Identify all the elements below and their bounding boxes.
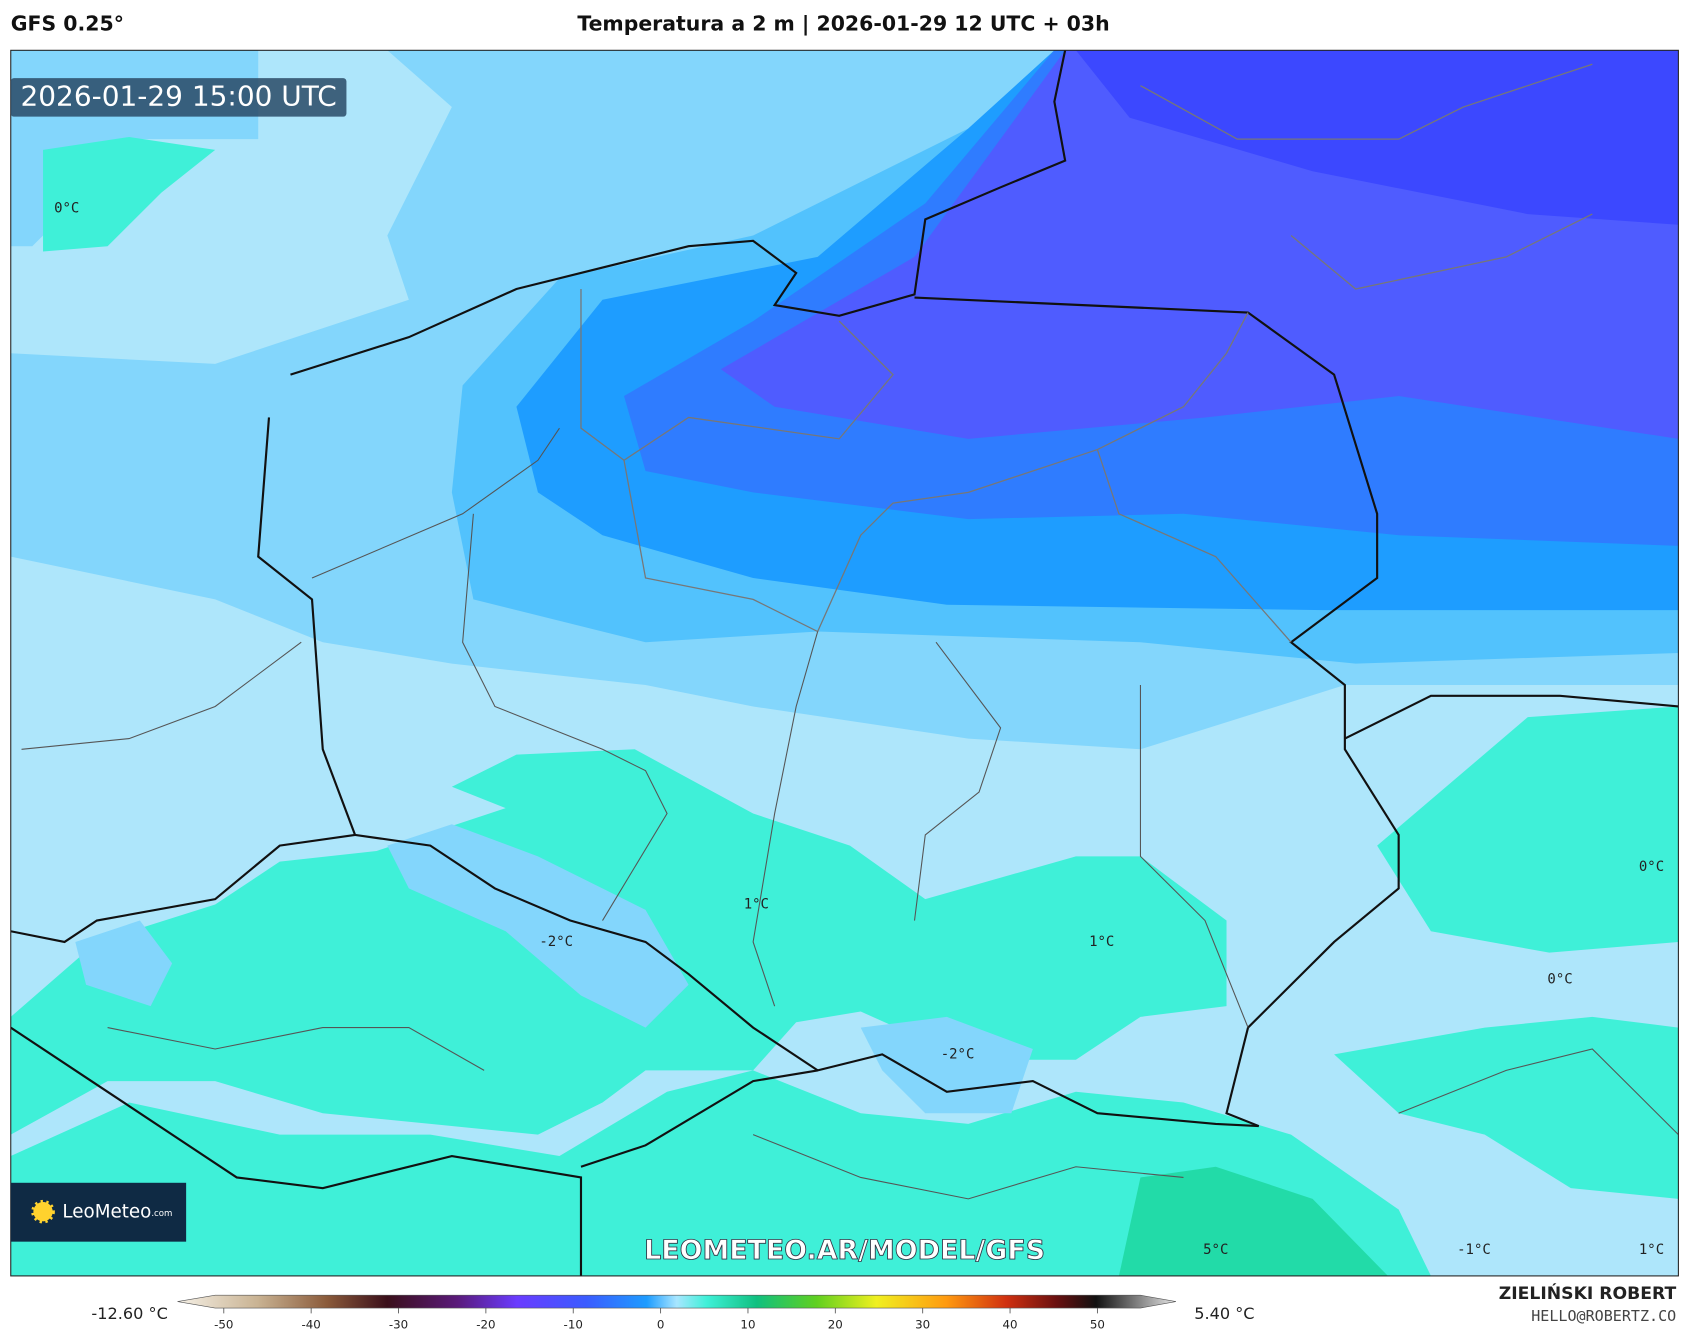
temp-zone — [1334, 1016, 1679, 1199]
colorbar-tick-label: -20 — [476, 1318, 495, 1332]
contour-labels: 0°C 1°C -2°C 1°C -2°C 0°C 0°C 5°C -1°C 1°C — [54, 201, 1664, 1258]
contour-label: 1°C — [1089, 934, 1114, 950]
region-line — [752, 1134, 1184, 1200]
map — [10, 50, 1679, 1276]
model-label: GFS 0.25° — [11, 12, 124, 36]
map-title: Temperatura a 2 m | 2026-01-29 12 UTC + … — [577, 12, 1109, 37]
coastline — [290, 50, 1067, 376]
colorbar-tick-label: -50 — [214, 1318, 233, 1332]
region-line — [107, 1027, 485, 1071]
colorbar-max: 5.40 °C — [1194, 1304, 1254, 1323]
colorbar-tick-label: 40 — [1003, 1318, 1018, 1332]
temp-zone — [10, 1070, 1431, 1276]
temp-zone — [387, 824, 689, 1028]
contour-label: 5°C — [1203, 1242, 1228, 1258]
contour-label: -2°C — [941, 1046, 975, 1062]
contour-label: 0°C — [54, 201, 79, 217]
admin-line — [580, 289, 894, 462]
border — [10, 833, 356, 944]
colorbar-min: -12.60 °C — [91, 1304, 167, 1323]
contour-label: -2°C — [539, 934, 573, 950]
colorbar-tick-label: 20 — [828, 1318, 843, 1332]
logo-name: LeoMeteo — [62, 1202, 151, 1223]
timestamp: 2026-01-29 15:00 UTC — [20, 79, 336, 112]
contour-label: 0°C — [1547, 971, 1572, 987]
admin-line — [1290, 213, 1593, 290]
temp-zone — [1377, 706, 1679, 953]
region-line — [462, 513, 668, 921]
border — [257, 417, 1259, 1128]
map-frame — [10, 49, 1679, 1277]
timestamp-box — [10, 78, 347, 117]
colorbar — [177, 1294, 1177, 1309]
logo-text: LeoMeteo.com — [62, 1202, 172, 1223]
colorbar-tick-label: 10 — [740, 1318, 755, 1332]
border — [914, 296, 1400, 1128]
colorbar-tick-label: -10 — [564, 1318, 583, 1332]
temp-zone — [75, 920, 173, 1007]
region-line — [1398, 1048, 1679, 1136]
contact: HELLO@ROBERTZ.CO — [1531, 1307, 1676, 1325]
contour-label: -1°C — [1457, 1242, 1491, 1258]
colorbar-tick-label: 30 — [915, 1318, 930, 1332]
admin-line — [623, 312, 1249, 633]
author: ZIELIŃSKI ROBERT — [1499, 1282, 1677, 1304]
temp-zone — [1118, 1166, 1388, 1276]
colorbar-tick-label: -30 — [389, 1318, 408, 1332]
region-line — [913, 641, 1002, 921]
region-line — [21, 641, 302, 750]
watermark: LEOMETEO.AR/MODEL/GFS — [644, 1235, 1045, 1266]
logo-suffix: .com — [151, 1208, 172, 1218]
colorbar-tick-label: -40 — [301, 1318, 320, 1332]
region-line — [1139, 685, 1249, 1028]
contour-label: 1°C — [744, 897, 769, 913]
admin-line — [1140, 63, 1593, 140]
colorbar-tick-label: 0 — [657, 1318, 665, 1332]
region-line — [311, 427, 560, 579]
temp-zone — [1075, 50, 1679, 225]
logo-sun — [34, 1203, 52, 1221]
region-line — [752, 631, 819, 1007]
border — [1344, 694, 1679, 740]
contour-label: 1°C — [1639, 1242, 1664, 1258]
colorbar-ticks: -50 -40 -30 -20 -10 0 10 20 30 40 50 — [214, 1308, 1105, 1332]
temp-zone — [860, 1016, 1033, 1114]
colorbar-tick-label: 50 — [1090, 1318, 1105, 1332]
admin-line — [1096, 449, 1292, 643]
border — [10, 1026, 583, 1276]
temp-zone — [43, 137, 216, 252]
contour-label: 0°C — [1639, 859, 1664, 875]
border — [580, 1069, 818, 1168]
